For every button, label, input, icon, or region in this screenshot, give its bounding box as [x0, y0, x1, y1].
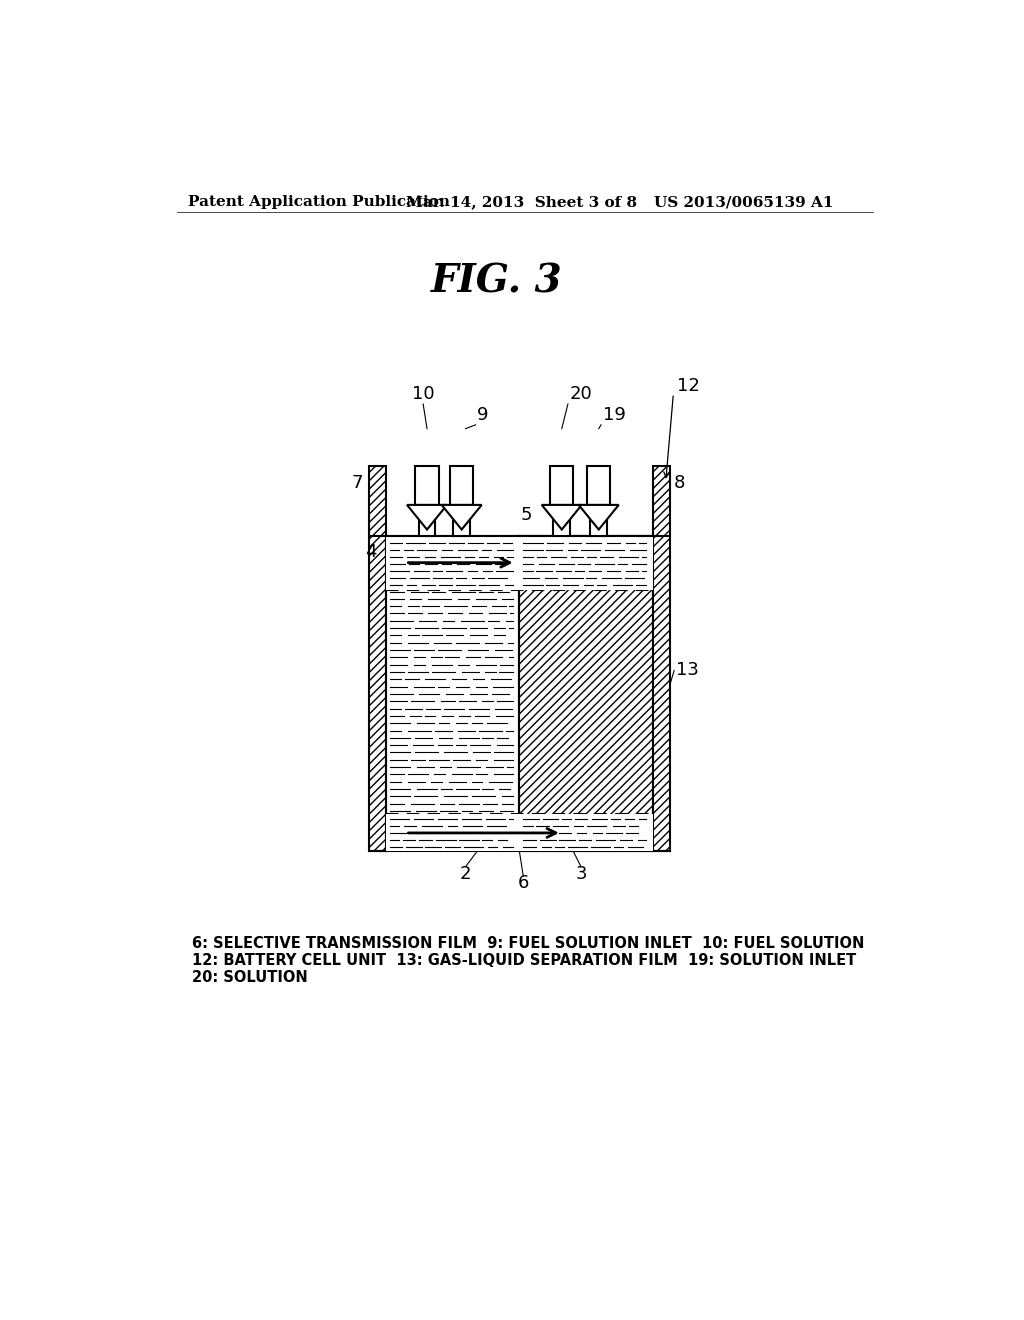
Bar	[386, 536, 519, 590]
Text: 13: 13	[676, 661, 698, 680]
Text: 20: SOLUTION: 20: SOLUTION	[193, 970, 308, 985]
Text: US 2013/0065139 A1: US 2013/0065139 A1	[654, 195, 834, 210]
Bar	[587, 466, 610, 506]
Bar	[386, 814, 519, 851]
Text: 3: 3	[575, 866, 587, 883]
Text: 6: SELECTIVE TRANSMISSION FILM  9: FUEL SOLUTION INLET  10: FUEL SOLUTION: 6: SELECTIVE TRANSMISSION FILM 9: FUEL S…	[193, 936, 864, 952]
Text: 12: BATTERY CELL UNIT  13: GAS-LIQUID SEPARATION FILM  19: SOLUTION INLET: 12: BATTERY CELL UNIT 13: GAS-LIQUID SEP…	[193, 953, 856, 968]
Text: 4: 4	[366, 544, 377, 561]
Text: Patent Application Publication: Patent Application Publication	[188, 195, 451, 210]
Polygon shape	[407, 506, 447, 529]
Bar	[553, 494, 570, 536]
Bar	[386, 536, 519, 851]
Bar	[519, 536, 652, 590]
Bar	[519, 536, 652, 851]
Polygon shape	[441, 506, 481, 529]
Text: 12: 12	[677, 376, 700, 395]
Bar	[519, 814, 652, 851]
Text: FIG. 3: FIG. 3	[431, 263, 562, 301]
Polygon shape	[579, 506, 618, 529]
Bar	[419, 494, 435, 536]
Text: Mar. 14, 2013  Sheet 3 of 8: Mar. 14, 2013 Sheet 3 of 8	[407, 195, 637, 210]
Text: 5: 5	[521, 506, 532, 524]
Text: 9: 9	[477, 407, 488, 424]
Bar	[454, 494, 470, 536]
Bar	[416, 466, 438, 506]
Bar	[652, 466, 670, 851]
Text: 2: 2	[460, 866, 471, 883]
Bar	[370, 466, 386, 851]
Text: 19: 19	[602, 407, 626, 424]
Text: 20: 20	[569, 385, 592, 404]
Text: 6: 6	[517, 875, 529, 892]
Text: 8: 8	[674, 474, 685, 492]
Bar	[550, 466, 573, 506]
Bar	[590, 494, 607, 536]
Polygon shape	[542, 506, 582, 529]
Text: 10: 10	[412, 385, 434, 404]
Bar	[451, 466, 473, 506]
Text: 7: 7	[351, 474, 364, 492]
